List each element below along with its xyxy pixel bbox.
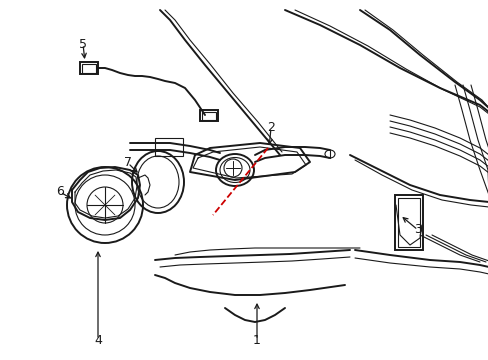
Bar xyxy=(80,62,98,74)
Text: 3: 3 xyxy=(413,224,421,237)
Text: 2: 2 xyxy=(266,121,274,135)
Bar xyxy=(397,198,419,247)
Bar xyxy=(200,110,218,121)
Text: 5: 5 xyxy=(79,37,87,50)
Bar xyxy=(155,138,183,156)
Text: 7: 7 xyxy=(124,157,132,170)
Bar xyxy=(202,112,216,120)
Text: 1: 1 xyxy=(253,333,261,346)
Bar xyxy=(394,195,422,250)
Bar xyxy=(82,64,96,73)
Text: 4: 4 xyxy=(94,333,102,346)
Text: 6: 6 xyxy=(56,185,64,198)
